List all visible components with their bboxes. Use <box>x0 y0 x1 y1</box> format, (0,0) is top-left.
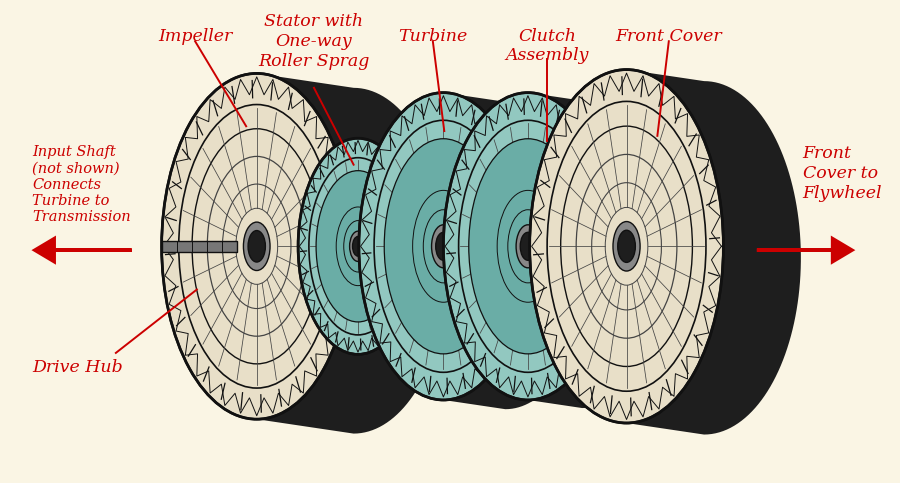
Polygon shape <box>528 93 667 408</box>
Text: Drive Hub: Drive Hub <box>32 359 123 376</box>
Ellipse shape <box>349 231 366 261</box>
FancyArrow shape <box>757 239 852 262</box>
Polygon shape <box>256 73 449 434</box>
Ellipse shape <box>316 170 400 322</box>
Polygon shape <box>358 138 456 360</box>
Ellipse shape <box>384 139 502 354</box>
Text: Front Cover: Front Cover <box>616 28 722 45</box>
Polygon shape <box>626 70 801 435</box>
Ellipse shape <box>436 232 451 260</box>
Ellipse shape <box>353 237 364 256</box>
Ellipse shape <box>530 70 724 423</box>
Text: Impeller: Impeller <box>158 28 232 45</box>
Text: Clutch
Assembly: Clutch Assembly <box>506 28 589 64</box>
Ellipse shape <box>298 138 418 355</box>
Ellipse shape <box>444 93 613 400</box>
Polygon shape <box>444 93 590 409</box>
Ellipse shape <box>432 225 455 268</box>
Text: Front
Cover to
Flywheel: Front Cover to Flywheel <box>803 145 882 202</box>
Ellipse shape <box>613 222 640 271</box>
Ellipse shape <box>469 139 587 354</box>
Ellipse shape <box>516 225 540 268</box>
Ellipse shape <box>243 222 270 270</box>
Ellipse shape <box>520 232 536 260</box>
Bar <box>162 241 238 252</box>
Ellipse shape <box>248 230 266 262</box>
Ellipse shape <box>162 73 352 419</box>
Ellipse shape <box>359 93 528 400</box>
Text: Turbine: Turbine <box>398 28 467 45</box>
FancyArrow shape <box>35 239 131 262</box>
Text: Stator with
One-way
Roller Sprag: Stator with One-way Roller Sprag <box>258 14 370 70</box>
Ellipse shape <box>617 230 635 262</box>
Text: Input Shaft
(not shown)
Connects
Turbine to
Transmission: Input Shaft (not shown) Connects Turbine… <box>32 145 130 224</box>
